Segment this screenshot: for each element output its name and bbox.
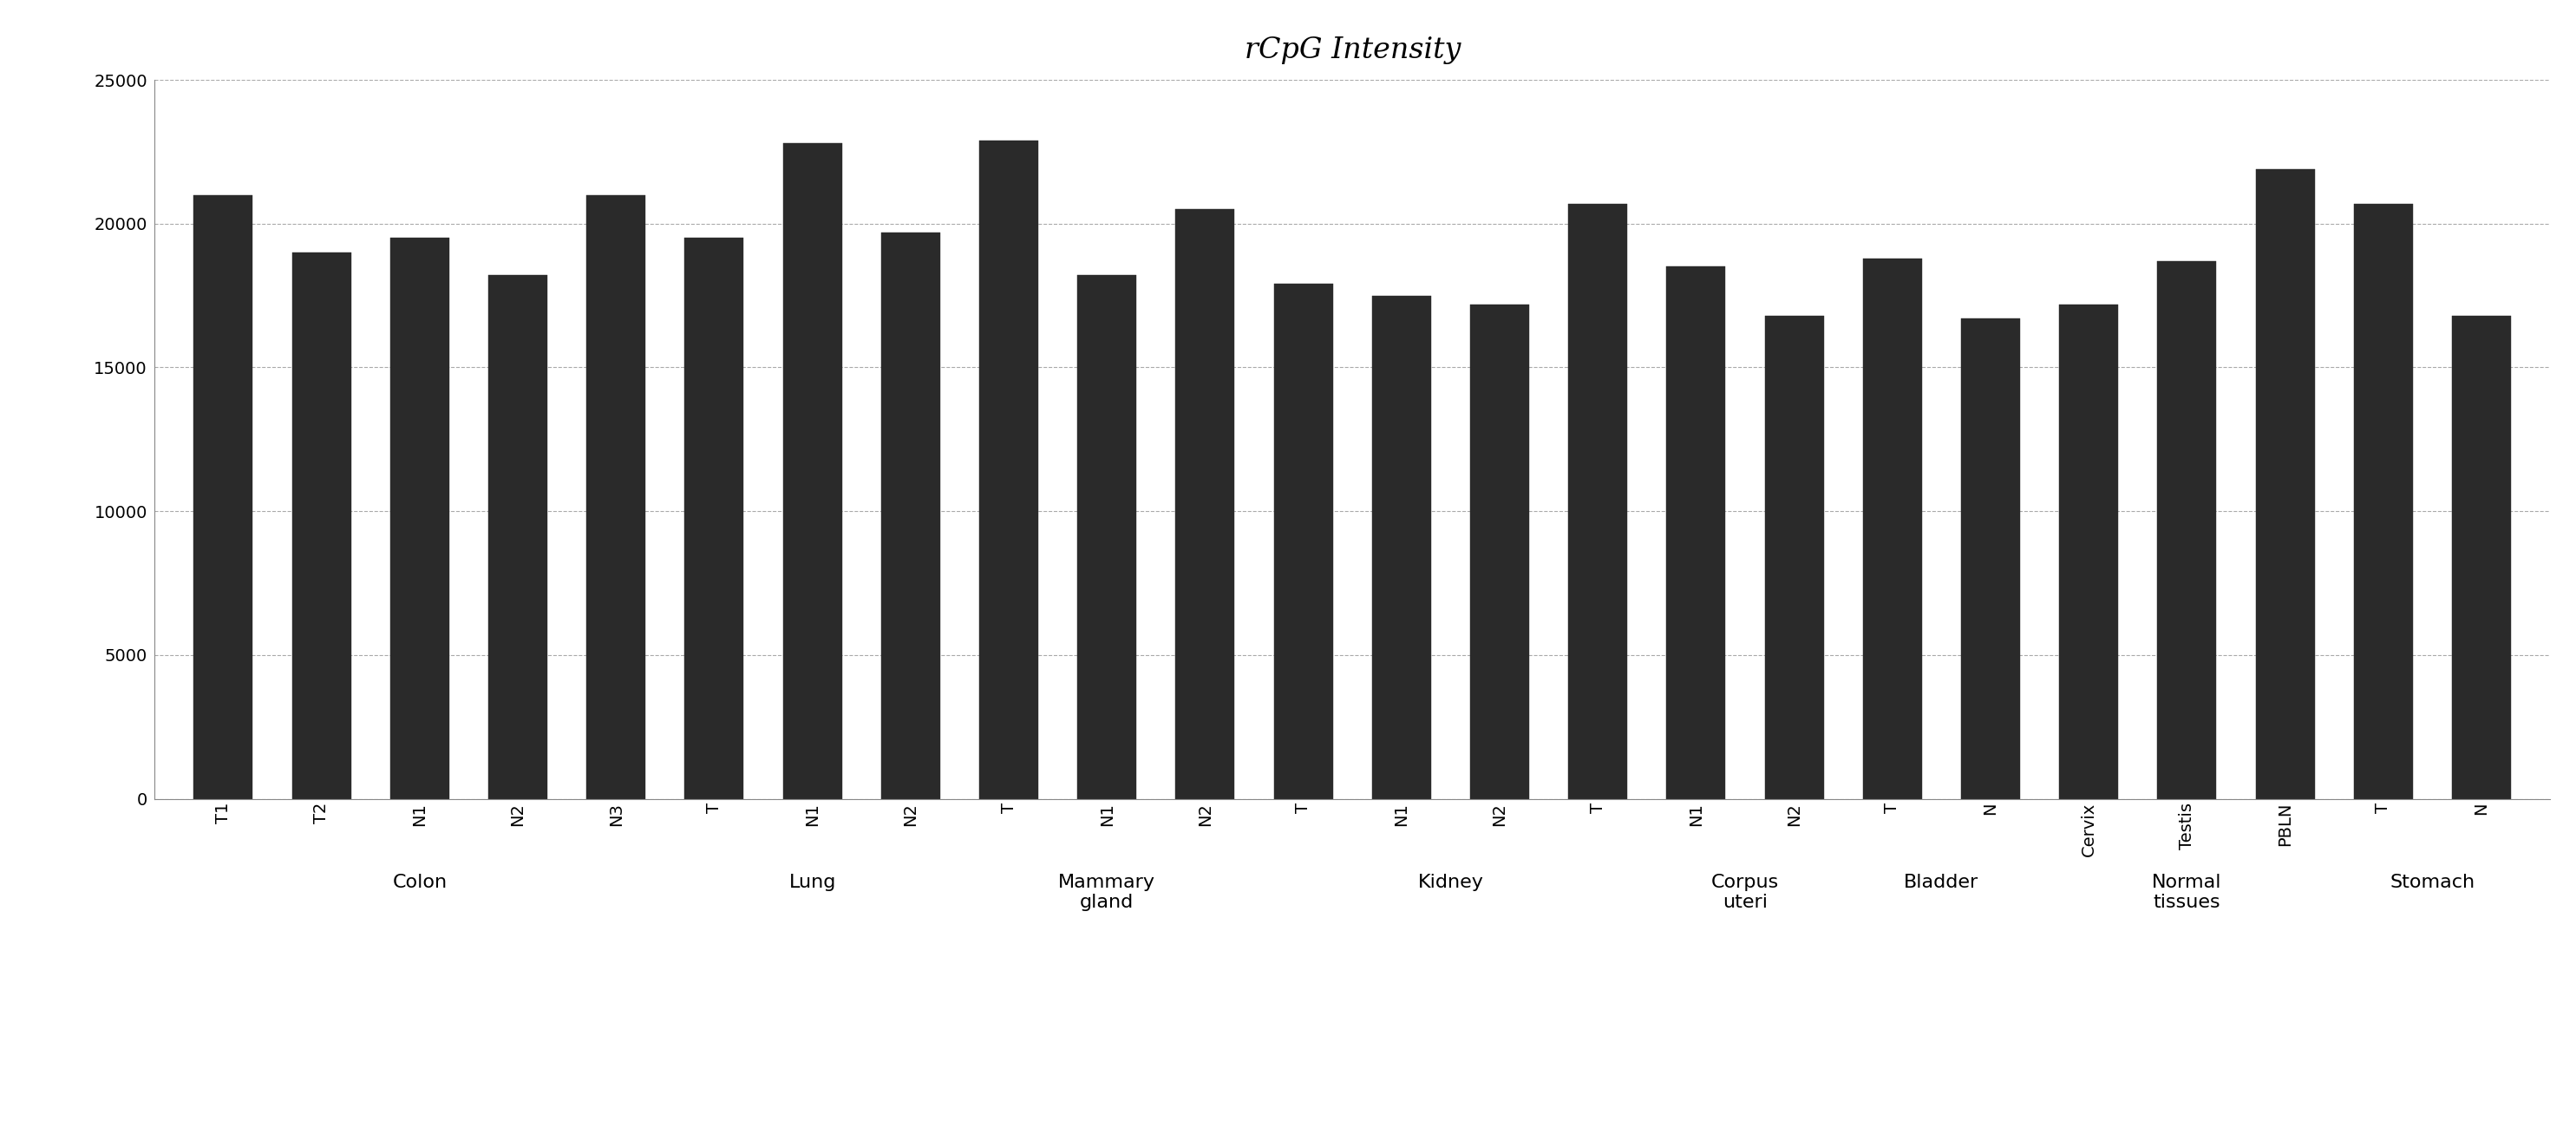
Bar bbox=[587, 195, 647, 799]
Bar bbox=[979, 140, 1038, 799]
Text: Normal
tissues: Normal tissues bbox=[2151, 873, 2223, 911]
Bar bbox=[2257, 169, 2316, 799]
Bar bbox=[2058, 305, 2117, 799]
Bar bbox=[1765, 316, 1824, 799]
Text: Mammary
gland: Mammary gland bbox=[1059, 873, 1157, 911]
Bar bbox=[1667, 267, 1726, 799]
Bar bbox=[783, 143, 842, 799]
Bar bbox=[1471, 305, 1530, 799]
Bar bbox=[489, 275, 546, 799]
Bar bbox=[389, 238, 448, 799]
Text: Lung: Lung bbox=[788, 873, 837, 891]
Bar bbox=[1175, 209, 1234, 799]
Text: Corpus
uteri: Corpus uteri bbox=[1710, 873, 1780, 911]
Bar bbox=[291, 252, 350, 799]
Bar bbox=[685, 238, 744, 799]
Bar bbox=[1569, 203, 1628, 799]
Bar bbox=[881, 233, 940, 799]
Bar bbox=[1960, 318, 2020, 799]
Text: Stomach: Stomach bbox=[2391, 873, 2476, 891]
Bar bbox=[2354, 203, 2414, 799]
Text: Bladder: Bladder bbox=[1904, 873, 1978, 891]
Bar bbox=[2452, 316, 2512, 799]
Bar bbox=[1077, 275, 1136, 799]
Bar bbox=[193, 195, 252, 799]
Bar bbox=[1862, 258, 1922, 799]
Bar bbox=[2159, 261, 2215, 799]
Bar bbox=[1275, 284, 1332, 799]
Text: Colon: Colon bbox=[392, 873, 448, 891]
Text: Kidney: Kidney bbox=[1417, 873, 1484, 891]
Bar bbox=[1373, 296, 1430, 799]
Title: rCpG Intensity: rCpG Intensity bbox=[1244, 37, 1461, 64]
